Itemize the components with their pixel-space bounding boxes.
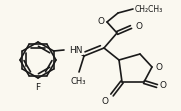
Text: O: O — [102, 97, 109, 106]
Text: O: O — [160, 81, 167, 90]
Text: O: O — [97, 17, 104, 26]
Text: O: O — [135, 22, 142, 31]
Text: O: O — [156, 62, 163, 71]
Text: F: F — [35, 83, 41, 92]
Text: CH₂CH₃: CH₂CH₃ — [135, 5, 163, 14]
Text: HN: HN — [69, 46, 83, 55]
Text: CH₃: CH₃ — [70, 77, 86, 86]
